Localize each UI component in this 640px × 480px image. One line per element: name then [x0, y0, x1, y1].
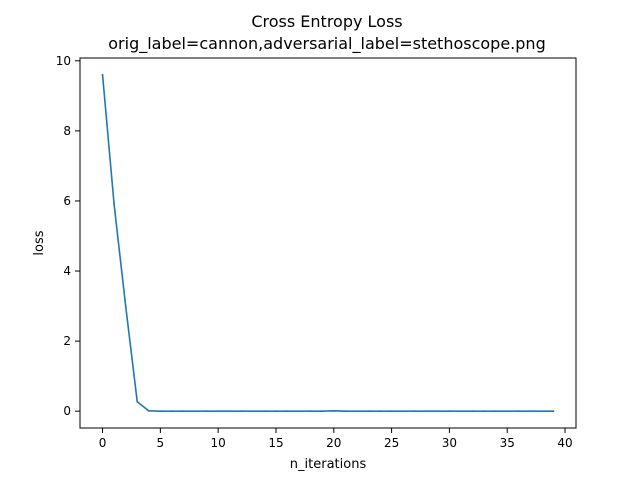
loss-data-point	[124, 305, 127, 307]
loss-data-point	[332, 409, 335, 412]
x-axis-ticks: 0 5 10 15 20 25 30 35 40	[99, 428, 573, 450]
loss-data-point	[228, 410, 231, 413]
loss-data-point	[448, 410, 451, 413]
chart-subtitle: orig_label=cannon,adversarial_label=stet…	[108, 34, 545, 54]
loss-data-point	[529, 410, 532, 413]
loss-data-point	[194, 410, 196, 413]
y-tick-label: 2	[63, 334, 71, 348]
chart-title: Cross Entropy Loss	[251, 12, 402, 31]
loss-series-line	[101, 74, 555, 412]
loss-data-point	[275, 410, 277, 413]
loss-data-point	[101, 73, 104, 76]
loss-data-point	[171, 410, 173, 413]
loss-data-point	[286, 410, 289, 413]
loss-data-point	[517, 410, 520, 413]
x-tick-label: 35	[500, 436, 515, 450]
loss-data-point	[367, 410, 370, 413]
x-tick-label: 0	[99, 436, 107, 450]
loss-data-point	[217, 410, 220, 413]
loss-data-point	[494, 410, 497, 413]
loss-data-point	[460, 410, 462, 413]
y-tick-label: 0	[63, 404, 71, 418]
x-tick-label: 15	[268, 436, 283, 450]
loss-data-point	[425, 410, 428, 413]
series-layer	[101, 73, 555, 413]
x-tick-label: 25	[384, 436, 399, 450]
loss-data-point	[552, 410, 555, 413]
y-tick-label: 6	[63, 194, 71, 208]
loss-data-point	[344, 410, 347, 413]
loss-data-point	[147, 409, 150, 412]
loss-data-point	[483, 410, 485, 413]
loss-data-point	[159, 410, 162, 413]
y-tick-label: 10	[56, 54, 71, 68]
loss-data-point	[298, 410, 300, 413]
loss-data-point	[251, 410, 254, 413]
loss-data-point	[205, 410, 208, 413]
loss-data-point	[390, 410, 393, 413]
loss-data-point	[471, 410, 474, 413]
x-tick-label: 10	[211, 436, 226, 450]
loss-data-point	[506, 410, 509, 413]
loss-data-point	[356, 410, 358, 413]
x-tick-label: 30	[442, 436, 457, 450]
loss-data-point	[413, 410, 416, 413]
loss-data-point	[436, 410, 439, 413]
x-axis-label: n_iterations	[290, 457, 367, 472]
loss-data-point	[321, 410, 324, 413]
loss-data-point	[113, 203, 116, 206]
plot-area-frame	[79, 57, 577, 429]
y-tick-label: 8	[63, 124, 71, 138]
x-tick-label: 5	[157, 436, 165, 450]
loss-data-point	[136, 400, 139, 403]
y-tick-label: 4	[63, 264, 71, 278]
loss-data-point	[402, 410, 405, 413]
x-tick-label: 40	[557, 436, 572, 450]
x-tick-label: 20	[326, 436, 341, 450]
loss-data-point	[263, 410, 266, 413]
loss-data-point	[379, 410, 381, 413]
loss-data-point	[540, 410, 543, 413]
loss-data-point	[240, 410, 243, 413]
loss-data-point	[309, 410, 312, 413]
y-axis-label: loss	[32, 230, 47, 255]
y-axis-ticks: 0 2 4 6 8 10	[56, 54, 80, 418]
loss-data-point	[182, 410, 185, 413]
